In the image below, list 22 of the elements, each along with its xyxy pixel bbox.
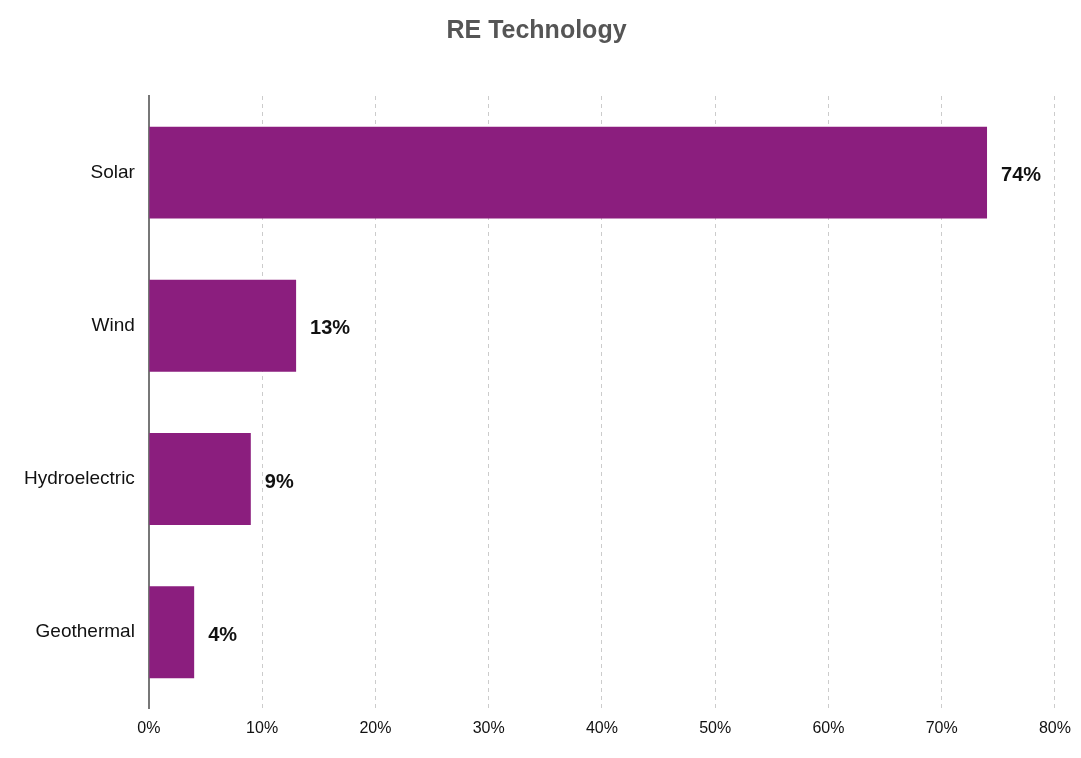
x-tick-label: 80% — [1038, 718, 1071, 736]
bar — [149, 433, 251, 525]
bar — [149, 586, 195, 679]
chart-title: RE Technology — [446, 14, 627, 43]
x-tick-label: 70% — [925, 718, 958, 736]
bar — [149, 126, 988, 219]
x-tick-label: 40% — [585, 718, 618, 736]
x-tick-label: 10% — [246, 718, 279, 736]
x-tick-label: 60% — [812, 718, 845, 736]
data-label: 4% — [208, 622, 238, 645]
x-tick-label: 20% — [359, 718, 392, 736]
x-tick-label: 30% — [472, 718, 505, 736]
data-label: 74% — [1001, 163, 1042, 186]
y-tick-label: Hydroelectric — [23, 467, 135, 489]
bar — [149, 279, 297, 372]
y-tick-label: Geothermal — [35, 620, 135, 642]
y-tick-label: Solar — [90, 160, 136, 182]
data-label: 9% — [264, 469, 294, 492]
y-tick-label: Wind — [91, 314, 135, 336]
x-tick-label: 0% — [137, 718, 161, 736]
x-tick-label: 50% — [699, 718, 732, 736]
data-label: 13% — [310, 316, 351, 339]
